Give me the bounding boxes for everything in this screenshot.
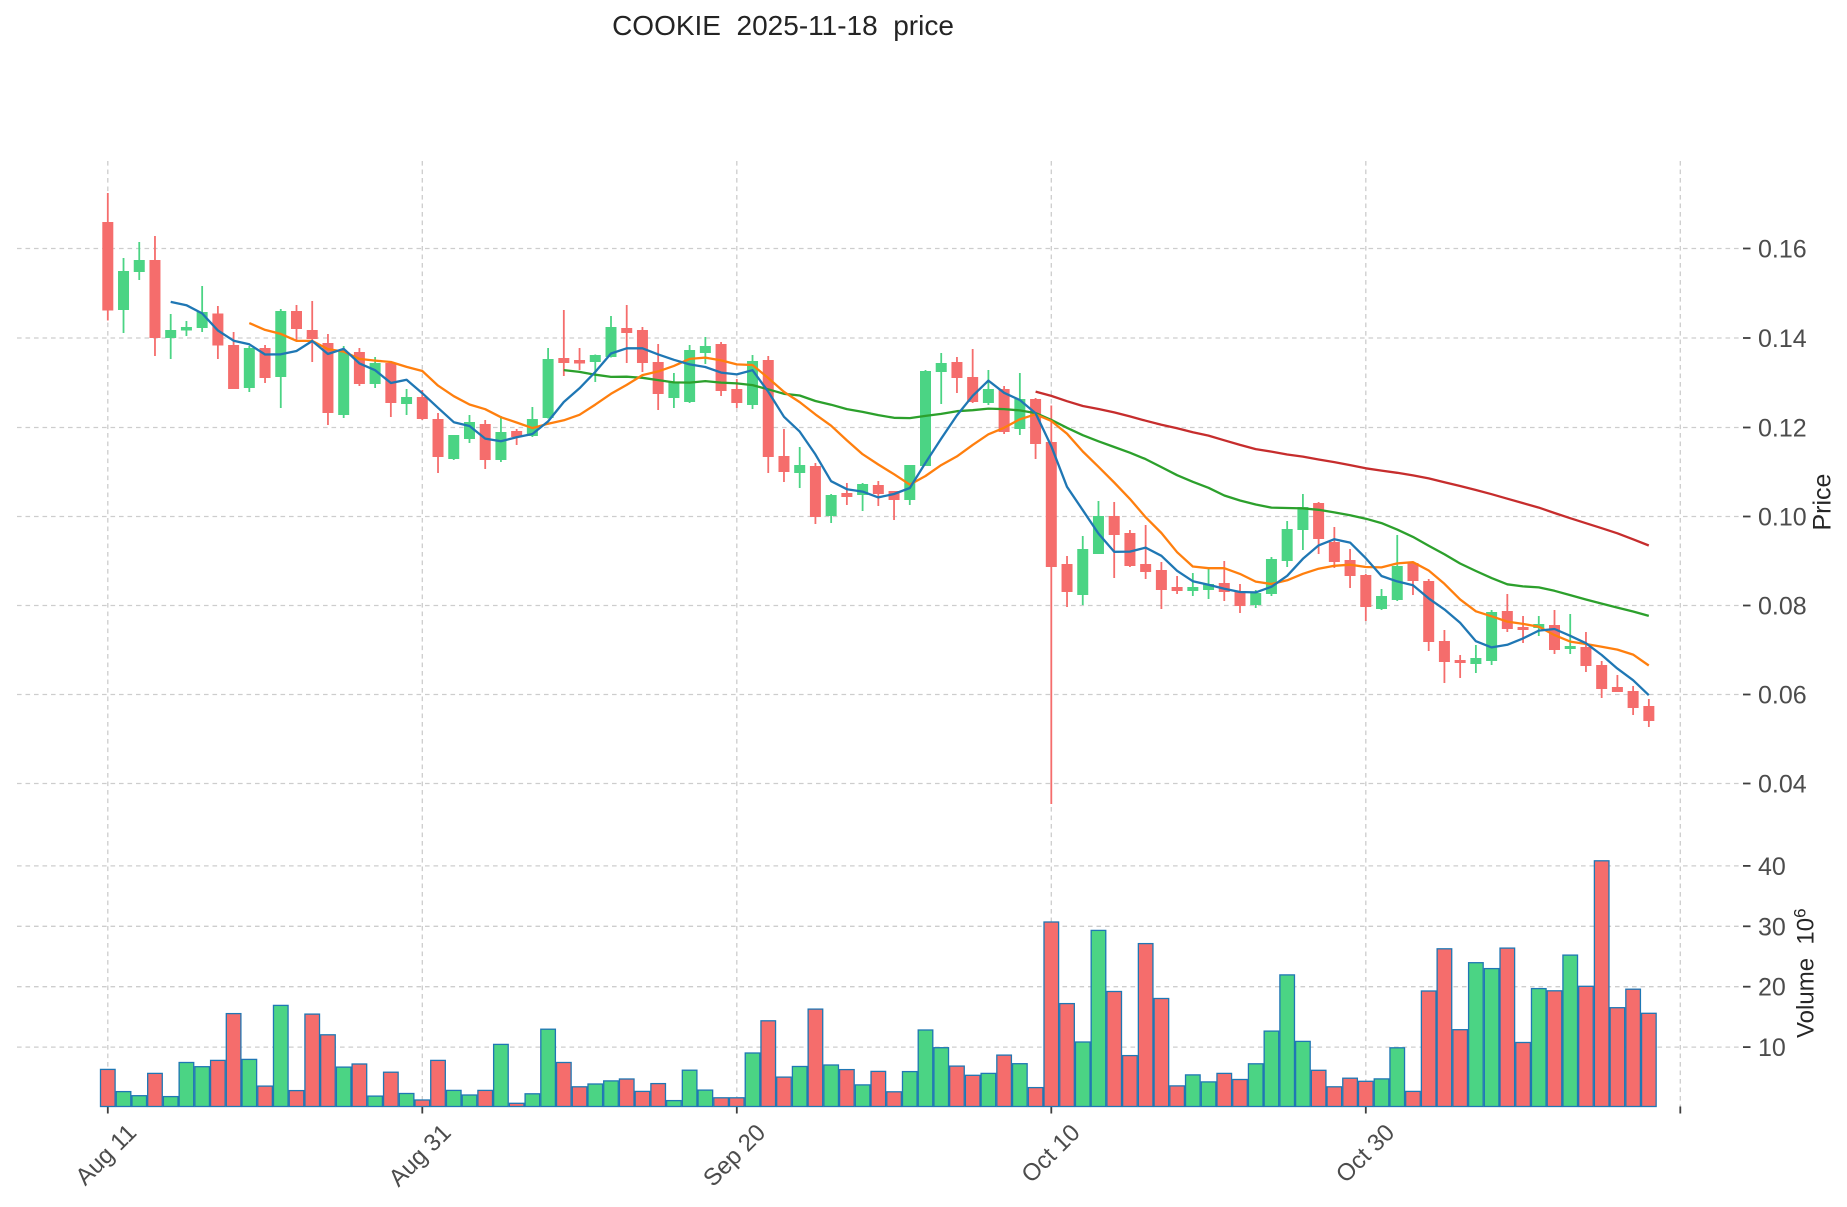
svg-text:0.08: 0.08	[1758, 593, 1807, 621]
svg-text:0.16: 0.16	[1758, 236, 1807, 264]
svg-text:0.04: 0.04	[1758, 771, 1807, 799]
svg-text:40: 40	[1758, 853, 1786, 881]
svg-text:10: 10	[1758, 1034, 1786, 1062]
svg-text:Price: Price	[1809, 474, 1837, 531]
svg-text:0.06: 0.06	[1758, 682, 1807, 710]
svg-text:0.14: 0.14	[1758, 325, 1807, 353]
svg-text:20: 20	[1758, 974, 1786, 1002]
svg-text:30: 30	[1758, 913, 1786, 941]
svg-text:Volume 106: Volume 106	[1791, 908, 1820, 1038]
svg-text:0.10: 0.10	[1758, 504, 1807, 532]
svg-text:0.12: 0.12	[1758, 415, 1807, 443]
svg-text:COOKIE 2025-11-18 price: COOKIE 2025-11-18 price	[612, 10, 954, 41]
